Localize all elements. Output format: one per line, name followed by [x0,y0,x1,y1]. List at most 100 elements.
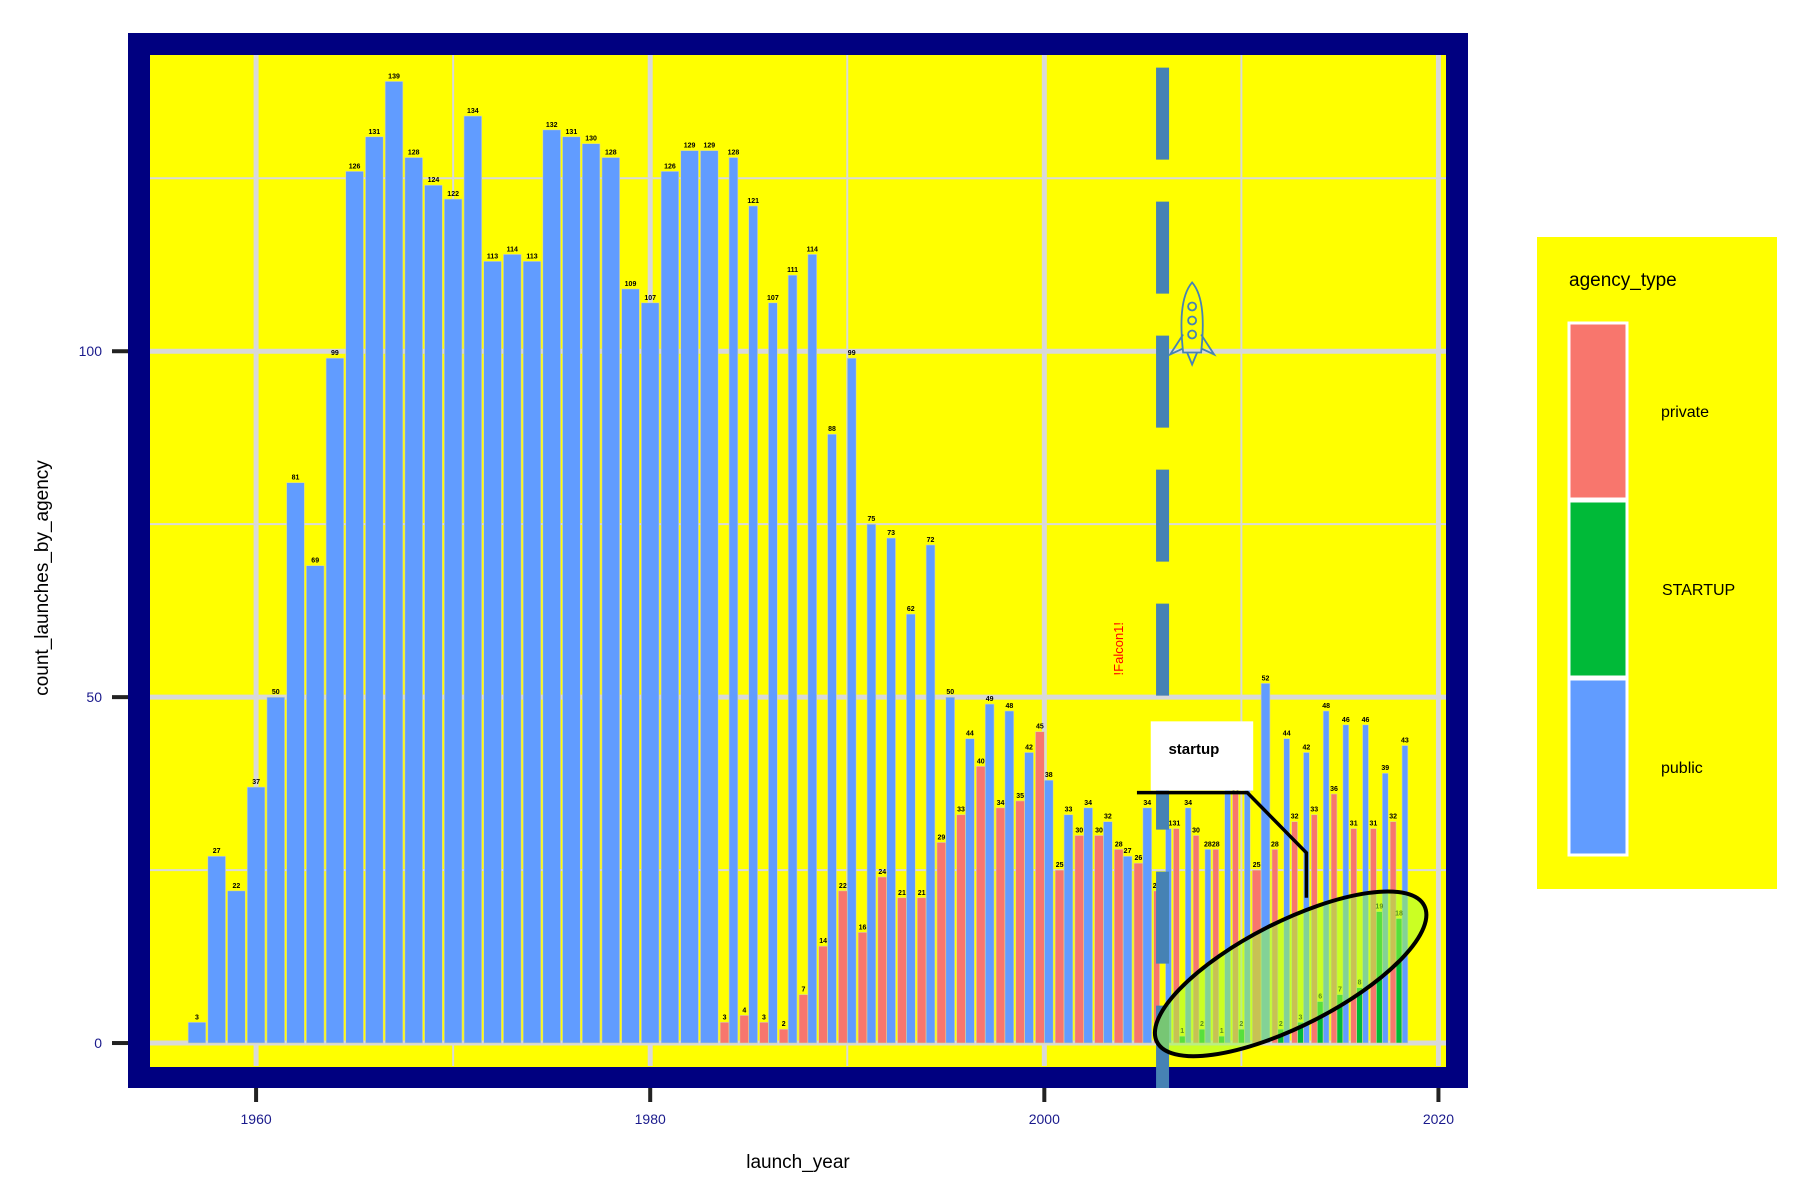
bar-value-label: 139 [388,73,400,80]
bar-value-label: 128 [605,150,617,157]
bar-value-label: 40 [977,758,985,765]
bar-private [936,842,947,1044]
legend-label-private: private [1661,404,1709,421]
bar-private [976,766,986,1044]
bar-value-label: 107 [767,295,779,302]
bar-public [187,1021,207,1044]
bar-private [759,1021,769,1044]
bar-public [906,613,916,1044]
bar-value-label: 34 [997,800,1005,807]
bar-public [246,786,266,1044]
bar-value-label: 32 [1104,814,1112,821]
rocket-fins [1167,333,1217,357]
bar-public [1004,710,1015,1044]
bar-value-label: 31 [1350,821,1358,828]
bar-value-label: 129 [684,143,696,150]
bar-value-label: 122 [447,191,459,198]
bar-private [838,890,848,1044]
bar-value-label: 21 [918,890,926,897]
rocket-window [1187,329,1198,340]
bar-public [768,302,778,1044]
bar-value-label: 45 [1036,724,1044,731]
bar-value-label: 33 [957,807,965,814]
bar-value-label: 28 [1204,841,1212,848]
bar-value-label: 113 [487,253,498,260]
legend-label-startup: STARTUP [1662,582,1735,599]
legend-title: agency_type [1569,270,1677,291]
bar-public [1063,814,1074,1044]
bar-value-label: 88 [828,426,836,433]
bar-private [897,897,907,1044]
bar-public [306,565,325,1044]
x-tick-label: 2000 [1029,1111,1060,1127]
startup-label-text: startup [1168,741,1219,758]
bar-public [728,157,739,1044]
bar-value-label: 62 [907,606,915,613]
bar-public [965,738,975,1044]
bar-value-label: 48 [1322,703,1330,710]
bar-value-label: 129 [703,143,715,150]
bar-private [1054,869,1065,1044]
bar-public [522,260,542,1044]
bar-public [443,198,463,1044]
bar-value-label: 39 [1381,765,1389,772]
bar-private [818,945,828,1044]
bar-value-label: 29 [937,834,945,841]
bar-private [778,1028,789,1044]
bar-value-label: 34 [1084,800,1092,807]
bar-value-label: 46 [1362,717,1370,724]
rocket-icon [1167,281,1217,367]
bar-value-label: 124 [428,177,440,184]
bar-public [945,696,955,1044]
bar-value-label: 33 [1065,807,1073,814]
bar-public [925,544,936,1044]
bar-value-label: 25 [1253,862,1261,869]
bar-public [483,260,502,1044]
bar-value-label: 114 [807,246,818,253]
bar-private [1015,800,1025,1044]
bar-public [641,302,660,1044]
bar-value-label: 27 [1124,848,1132,855]
bar-value-label: 131 [368,129,380,136]
bar-value-label: 114 [507,246,518,253]
bar-private [1113,849,1124,1044]
bar-public [345,171,364,1044]
rocket-window [1187,301,1198,312]
bar-public [1142,807,1153,1044]
bar-public [227,890,246,1044]
bar-value-label: 30 [1075,827,1083,834]
bar-value-label: 25 [1056,862,1064,869]
bar-value-label: 109 [625,281,637,288]
bar-value-label: 113 [526,253,537,260]
bars [187,81,1409,1044]
bar-public [700,150,719,1044]
x-tick-label: 1960 [241,1111,272,1127]
bar-value-label: 3 [195,1014,199,1021]
bar-public [984,703,995,1044]
bar-value-label: 75 [868,516,876,523]
bar-value-label: 69 [311,558,319,565]
legend-key-private [1567,321,1629,501]
x-tick-label: 1980 [635,1111,666,1127]
bar-public [503,254,522,1044]
bar-value-label: 50 [272,689,280,696]
rocket-body [1180,281,1204,354]
bar-value-label: 42 [1303,744,1311,751]
startup-label-box [1150,721,1254,791]
bar-public [1362,724,1369,1044]
bar-value-label: 24 [878,869,886,876]
y-axis-title: count_launches_by_agency [32,460,53,696]
bar-public [286,482,305,1044]
annotations: startup !Falcon1! [1111,67,1429,1088]
bar-value-label: 134 [467,108,479,115]
bar-value-label: 32 [1389,814,1397,821]
bar-value-label: 16 [859,924,867,931]
bar-value-label: 49 [986,696,994,703]
bar-public [846,357,857,1044]
x-tick-label: 2020 [1423,1111,1454,1127]
bar-value-label: 34 [1184,800,1192,807]
bar-private [956,814,966,1044]
bar-value-label: 35 [1016,793,1024,800]
bar-value-label: 48 [1005,703,1013,710]
bar-public [424,184,443,1044]
